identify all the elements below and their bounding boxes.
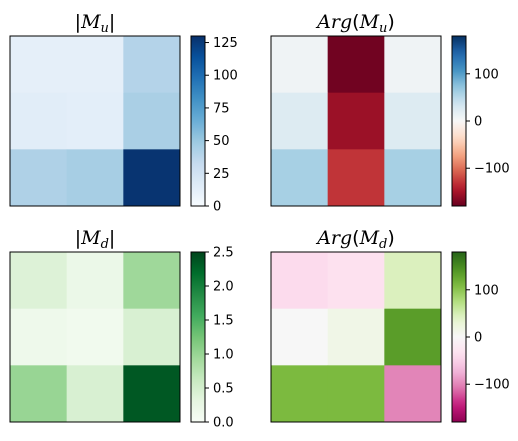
heatmap-cell	[10, 365, 68, 423]
colorbar-tick-label: −100	[474, 162, 510, 177]
heatmap-cell	[123, 36, 181, 94]
panel-title: |Md|	[75, 227, 116, 252]
heatmap-cell	[327, 365, 385, 423]
colorbar-tick-label: 100	[213, 69, 238, 84]
heatmap-cell	[123, 308, 181, 366]
heatmap-cell	[123, 92, 181, 150]
heatmap-cell	[271, 365, 329, 423]
heatmap-panel-4: Arg(Md) 100 0 −100	[270, 227, 510, 423]
heatmap-cell	[66, 308, 124, 366]
heatmap-cell	[384, 308, 442, 366]
heatmap-cell	[384, 92, 442, 150]
heatmap-cell	[123, 149, 181, 207]
heatmap-cell	[384, 36, 442, 94]
heatmap-panel-1: |Mu| 0 25 50 75 100 125	[9, 11, 238, 215]
heatmap-cell	[66, 365, 124, 423]
colorbar-tick-label: 0.0	[213, 416, 234, 431]
heatmap-cell	[384, 252, 442, 310]
colorbar	[451, 35, 467, 207]
axes-frame	[9, 251, 181, 423]
heatmap-cell	[66, 252, 124, 310]
heatmap-cell	[66, 92, 124, 150]
heatmap-cell	[66, 36, 124, 94]
colorbar-tick-label: 0	[474, 115, 482, 130]
heatmap-cell	[327, 252, 385, 310]
heatmap-cell	[123, 365, 181, 423]
colorbar	[451, 251, 467, 423]
colorbar-tick-label: 0	[474, 331, 482, 346]
heatmap-cell	[327, 92, 385, 150]
colorbar-tick-label: 50	[213, 134, 230, 149]
colorbar-tick-label: 1.5	[213, 314, 234, 329]
colorbar-tick-label: 1.0	[213, 348, 234, 363]
axes-frame	[270, 251, 442, 423]
colorbar-tick-label: 0	[213, 200, 221, 215]
heatmap-cell	[271, 36, 329, 94]
heatmap-cell	[271, 252, 329, 310]
heatmap-cell	[327, 308, 385, 366]
heatmap-cell	[10, 149, 68, 207]
heatmap-cell	[384, 365, 442, 423]
panel-title: Arg(Md)	[315, 227, 395, 252]
colorbar-tick-label: 100	[474, 283, 499, 298]
heatmap-panel-2: Arg(Mu) 100 0 −100	[270, 11, 510, 207]
heatmap-cell	[271, 149, 329, 207]
heatmap-cell	[327, 149, 385, 207]
colorbar-tick-label: 2.0	[213, 280, 234, 295]
heatmap-cell	[384, 149, 442, 207]
colorbar-tick-label: 0.5	[213, 382, 234, 397]
heatmap-cell	[10, 308, 68, 366]
axes-frame	[9, 35, 181, 207]
panel-title: Arg(Mu)	[315, 11, 395, 36]
panel-title: |Mu|	[75, 11, 116, 36]
heatmap-cell	[271, 308, 329, 366]
heatmap-cell	[66, 149, 124, 207]
colorbar-tick-label: 100	[474, 67, 499, 82]
heatmap-cell	[10, 252, 68, 310]
colorbar-tick-label: 2.5	[213, 246, 234, 261]
colorbar	[190, 35, 206, 207]
heatmap-cell	[123, 252, 181, 310]
colorbar	[190, 251, 206, 423]
colorbar-tick-label: 125	[213, 36, 238, 51]
heatmap-panel-3: |Md| 0.0 0.5 1.0 1.5 2.0 2.5	[9, 227, 234, 431]
heatmap-cell	[271, 92, 329, 150]
heatmap-cell	[10, 92, 68, 150]
axes-frame	[270, 35, 442, 207]
heatmap-cell	[10, 36, 68, 94]
heatmap-cell	[327, 36, 385, 94]
colorbar-tick-label: −100	[474, 378, 510, 393]
colorbar-tick-label: 75	[213, 101, 230, 116]
colorbar-tick-label: 25	[213, 167, 230, 182]
